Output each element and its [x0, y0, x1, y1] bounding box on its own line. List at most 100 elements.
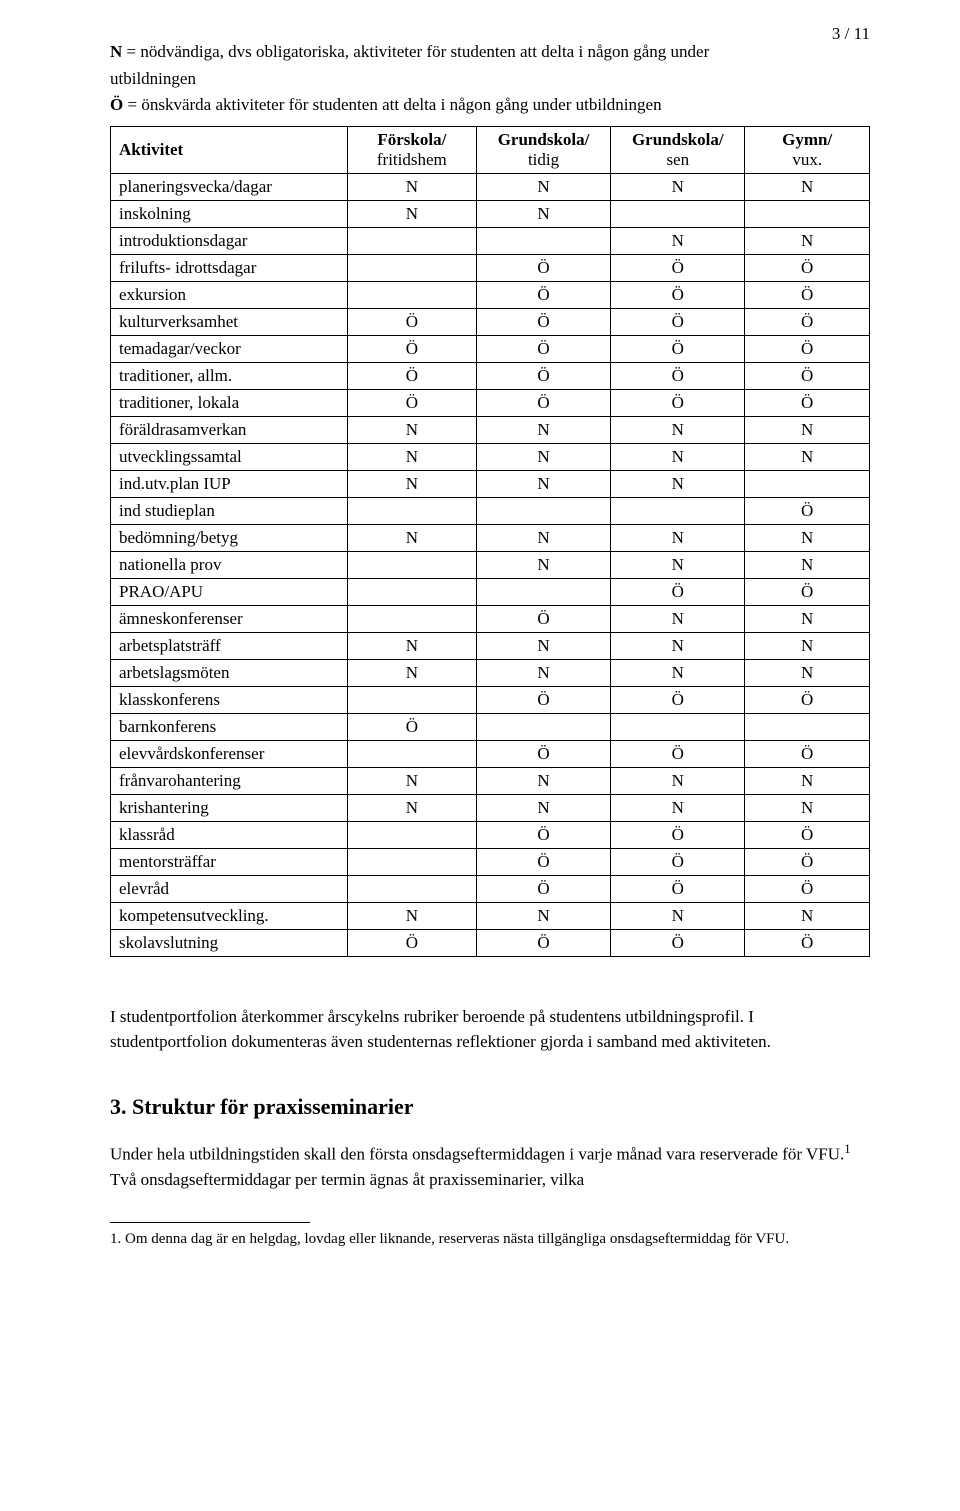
activity-value-cell: N: [611, 227, 745, 254]
activity-value-cell: [347, 281, 476, 308]
activity-value-cell: [745, 470, 870, 497]
activity-value-cell: [476, 713, 610, 740]
table-row: kulturverksamhetÖÖÖÖ: [111, 308, 870, 335]
activity-label-cell: planeringsvecka/dagar: [111, 173, 348, 200]
activity-value-cell: Ö: [745, 335, 870, 362]
table-row: PRAO/APUÖÖ: [111, 578, 870, 605]
activity-value-cell: N: [745, 416, 870, 443]
table-row: arbetsplatsträffNNNN: [111, 632, 870, 659]
table-header-row: Aktivitet Förskola/ fritidshem Grundskol…: [111, 126, 870, 173]
table-row: nationella provNNN: [111, 551, 870, 578]
activity-value-cell: N: [347, 470, 476, 497]
table-row: mentorsträffarÖÖÖ: [111, 848, 870, 875]
activity-value-cell: [347, 551, 476, 578]
activity-value-cell: Ö: [476, 821, 610, 848]
activity-value-cell: N: [347, 659, 476, 686]
activity-label-cell: mentorsträffar: [111, 848, 348, 875]
activity-label-cell: frånvarohantering: [111, 767, 348, 794]
activity-label-cell: traditioner, lokala: [111, 389, 348, 416]
activity-label-cell: traditioner, allm.: [111, 362, 348, 389]
table-row: barnkonferensÖ: [111, 713, 870, 740]
header-col3-top: Grundskola/: [632, 130, 724, 149]
activity-value-cell: N: [476, 470, 610, 497]
table-row: kompetensutveckling.NNNN: [111, 902, 870, 929]
activity-value-cell: N: [611, 524, 745, 551]
table-row: bedömning/betygNNNN: [111, 524, 870, 551]
header-col4: Gymn/ vux.: [745, 126, 870, 173]
activity-label-cell: frilufts- idrottsdagar: [111, 254, 348, 281]
activity-value-cell: N: [745, 794, 870, 821]
activity-value-cell: Ö: [745, 308, 870, 335]
activity-label-cell: ind.utv.plan IUP: [111, 470, 348, 497]
header-col2: Grundskola/ tidig: [476, 126, 610, 173]
activity-value-cell: [476, 227, 610, 254]
activity-label-cell: introduktionsdagar: [111, 227, 348, 254]
activity-value-cell: Ö: [347, 929, 476, 956]
intro-block: N = nödvändiga, dvs obligatoriska, aktiv…: [110, 40, 870, 118]
activity-value-cell: N: [745, 902, 870, 929]
activity-value-cell: Ö: [476, 929, 610, 956]
activity-value-cell: N: [745, 659, 870, 686]
activity-value-cell: N: [347, 902, 476, 929]
header-col2-bot: tidig: [485, 150, 602, 170]
activity-label-cell: föräldrasamverkan: [111, 416, 348, 443]
activity-value-cell: Ö: [745, 389, 870, 416]
activity-value-cell: N: [476, 632, 610, 659]
section-body: Under hela utbildningstiden skall den fö…: [110, 1140, 870, 1192]
activity-value-cell: N: [611, 632, 745, 659]
intro-o-text: = önskvärda aktiviteter för studenten at…: [123, 95, 661, 114]
table-row: traditioner, lokalaÖÖÖÖ: [111, 389, 870, 416]
footnote: 1. Om denna dag är en helgdag, lovdag el…: [110, 1229, 870, 1250]
table-row: elevvårdskonferenserÖÖÖ: [111, 740, 870, 767]
header-col1-bot: fritidshem: [356, 150, 468, 170]
footnote-ref: 1: [844, 1142, 850, 1156]
intro-line-o: Ö = önskvärda aktiviteter för studenten …: [110, 93, 870, 118]
activity-value-cell: Ö: [476, 740, 610, 767]
activity-value-cell: Ö: [476, 254, 610, 281]
intro-line-n: N = nödvändiga, dvs obligatoriska, aktiv…: [110, 40, 870, 65]
activity-value-cell: [745, 713, 870, 740]
activity-value-cell: [347, 686, 476, 713]
page: 3 / 11 N = nödvändiga, dvs obligatoriska…: [0, 0, 960, 1511]
activity-value-cell: N: [476, 443, 610, 470]
section-paragraph-1: Under hela utbildningstiden skall den fö…: [110, 1140, 870, 1192]
activity-value-cell: N: [476, 902, 610, 929]
activity-value-cell: Ö: [611, 848, 745, 875]
activity-value-cell: Ö: [476, 308, 610, 335]
activity-value-cell: N: [347, 200, 476, 227]
activity-value-cell: N: [745, 632, 870, 659]
activity-value-cell: Ö: [611, 362, 745, 389]
header-col2-top: Grundskola/: [498, 130, 590, 149]
header-col1-top: Förskola/: [377, 130, 446, 149]
activity-value-cell: N: [745, 227, 870, 254]
table-row: ind.utv.plan IUPNNN: [111, 470, 870, 497]
activity-value-cell: Ö: [611, 875, 745, 902]
activity-value-cell: N: [476, 173, 610, 200]
table-row: temadagar/veckorÖÖÖÖ: [111, 335, 870, 362]
activity-label-cell: klasskonferens: [111, 686, 348, 713]
activity-label-cell: inskolning: [111, 200, 348, 227]
section-heading: 3. Struktur för praxisseminarier: [110, 1094, 870, 1120]
activity-value-cell: Ö: [476, 875, 610, 902]
table-row: frilufts- idrottsdagarÖÖÖ: [111, 254, 870, 281]
page-number: 3 / 11: [832, 24, 870, 44]
table-row: traditioner, allm.ÖÖÖÖ: [111, 362, 870, 389]
activity-value-cell: N: [611, 794, 745, 821]
activity-value-cell: N: [745, 173, 870, 200]
activity-value-cell: N: [745, 551, 870, 578]
table-row: elevrådÖÖÖ: [111, 875, 870, 902]
activity-value-cell: N: [476, 794, 610, 821]
activity-value-cell: Ö: [745, 848, 870, 875]
activity-value-cell: [347, 254, 476, 281]
table-row: exkursionÖÖÖ: [111, 281, 870, 308]
activity-value-cell: Ö: [745, 929, 870, 956]
intro-o-prefix: Ö: [110, 95, 123, 114]
activity-value-cell: N: [611, 443, 745, 470]
table-row: frånvarohanteringNNNN: [111, 767, 870, 794]
activity-value-cell: Ö: [476, 848, 610, 875]
activity-value-cell: Ö: [611, 821, 745, 848]
activity-value-cell: N: [745, 443, 870, 470]
footnote-number: 1.: [110, 1231, 121, 1247]
activity-value-cell: Ö: [611, 686, 745, 713]
section-p1-part1: Under hela utbildningstiden skall den fö…: [110, 1145, 844, 1164]
